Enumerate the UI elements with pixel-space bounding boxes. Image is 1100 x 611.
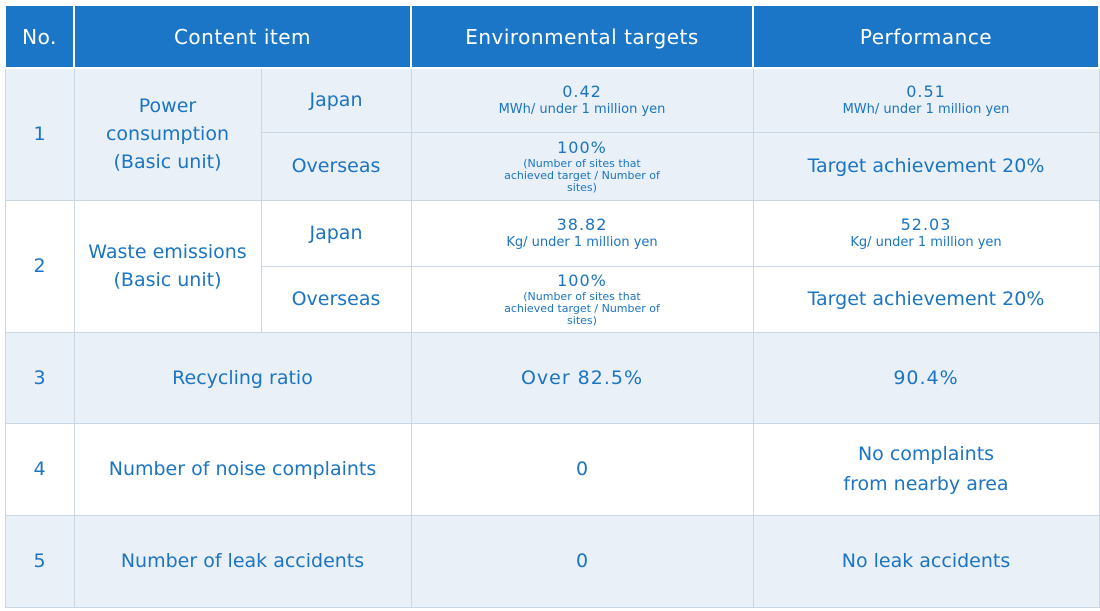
table-row: Overseas 100% (Number of sites that achi… — [5, 265, 1100, 333]
table-row: 4 Number of noise complaints 0 No compla… — [4, 422, 1100, 516]
row-number: 3 — [4, 331, 75, 424]
content-item: Waste emissions (Basic unit) — [73, 199, 262, 333]
performance-value: 0.51 — [906, 82, 946, 102]
performance-unit: Kg/ under 1 million yen — [850, 235, 1002, 250]
target-unit: Kg/ under 1 million yen — [506, 235, 658, 250]
region-label: Japan — [260, 67, 412, 133]
performance-unit: MWh/ under 1 million yen — [842, 102, 1010, 118]
performance-text: No complaints from nearby area — [752, 422, 1100, 516]
target-note: (Number of sites that achieved target / … — [504, 157, 660, 194]
row-number: 2 — [4, 199, 75, 333]
target-value: 100% — [557, 138, 607, 157]
region-label: Overseas — [260, 265, 412, 333]
table-row: 3 Recycling ratio Over 82.5% 90.4% — [4, 331, 1100, 424]
table-row: 5 Number of leak accidents 0 No leak acc… — [4, 514, 1100, 608]
header-no: No. — [4, 4, 75, 69]
content-item-label: Waste emissions (Basic unit) — [88, 241, 247, 291]
content-item: Number of noise complaints — [73, 422, 412, 516]
header-performance: Performance — [752, 4, 1100, 69]
content-item: Recycling ratio — [73, 331, 412, 424]
target-text: Over 82.5% — [410, 331, 754, 424]
target-cell: 0.42 MWh/ under 1 million yen — [410, 67, 754, 133]
target-cell: 38.82 Kg/ under 1 million yen — [410, 199, 754, 267]
header-environmental-targets: Environmental targets — [410, 4, 754, 69]
row-number: 5 — [4, 514, 75, 608]
content-item: Number of leak accidents — [73, 514, 412, 608]
target-value: 38.82 — [556, 215, 608, 234]
row-number: 4 — [4, 422, 75, 516]
header-content-item: Content item — [73, 4, 412, 69]
table-row: 2 Waste emissions (Basic unit) Japan 38.… — [4, 199, 1100, 333]
content-item-label: Power consumption (Basic unit) — [105, 95, 230, 174]
content-item: Power consumption (Basic unit) — [73, 67, 262, 201]
row-number: 1 — [4, 67, 75, 201]
target-unit: MWh/ under 1 million yen — [498, 102, 666, 118]
target-value: 0.42 — [562, 82, 602, 102]
region-label: Overseas — [260, 131, 412, 201]
target-cell: 100% (Number of sites that achieved targ… — [410, 131, 754, 201]
target-note: (Number of sites that achieved target / … — [504, 290, 660, 327]
table-row: Overseas 100% (Number of sites that achi… — [5, 131, 1100, 201]
target-text: 0 — [410, 514, 754, 608]
performance-text: 90.4% — [752, 331, 1100, 424]
performance-value: 52.03 — [900, 215, 952, 234]
target-cell: 100% (Number of sites that achieved targ… — [410, 265, 754, 333]
region-label: Japan — [260, 199, 412, 267]
performance-cell: 0.51 MWh/ under 1 million yen — [752, 67, 1100, 133]
environmental-targets-table: No. Content item Environmental targets P… — [4, 4, 1100, 608]
performance-cell: 52.03 Kg/ under 1 million yen — [752, 199, 1100, 267]
performance-text: Target achievement 20% — [752, 131, 1100, 201]
performance-text: No leak accidents — [752, 514, 1100, 608]
target-text: 0 — [410, 422, 754, 516]
table-row: 1 Power consumption (Basic unit) Japan 0… — [4, 67, 1100, 201]
performance-label: No complaints from nearby area — [843, 443, 1009, 495]
target-value: 100% — [557, 271, 607, 290]
performance-text: Target achievement 20% — [752, 265, 1100, 333]
header-row: No. Content item Environmental targets P… — [4, 4, 1100, 69]
